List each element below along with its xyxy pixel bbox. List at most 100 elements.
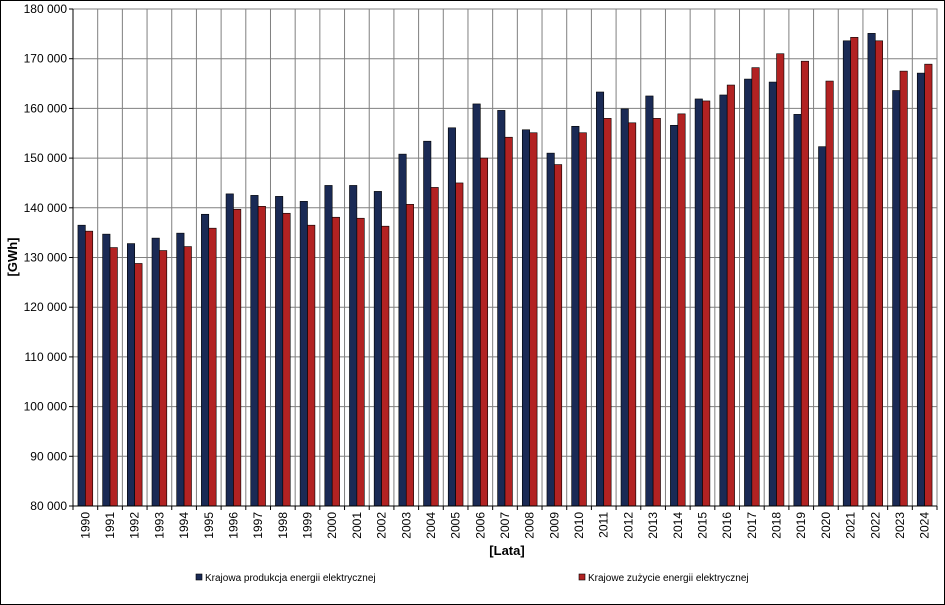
y-tick-label: 160 000 bbox=[24, 101, 68, 115]
bar-production bbox=[447, 127, 456, 507]
bar-production bbox=[620, 108, 629, 507]
bars bbox=[77, 33, 933, 507]
x-tick-label: 2008 bbox=[523, 512, 537, 539]
y-tick-label: 100 000 bbox=[24, 400, 68, 414]
x-tick-label: 2011 bbox=[597, 512, 611, 538]
x-tick-label: 2021 bbox=[844, 512, 858, 539]
bar-consumption bbox=[381, 225, 390, 507]
bar-consumption bbox=[455, 182, 464, 507]
x-tick-label: 2012 bbox=[621, 512, 635, 539]
x-tick-label: 1998 bbox=[276, 512, 290, 539]
bar-production bbox=[497, 110, 506, 507]
y-tick-label: 130 000 bbox=[24, 251, 68, 265]
bar-consumption bbox=[652, 118, 661, 507]
x-tick-label: 2009 bbox=[547, 512, 561, 539]
bar-consumption bbox=[702, 100, 711, 507]
x-tick-label: 2017 bbox=[745, 512, 759, 539]
y-tick-label: 90 000 bbox=[30, 449, 67, 463]
bar-production bbox=[571, 125, 580, 507]
legend: Krajowa produkcja energii elektrycznej Kr… bbox=[195, 573, 749, 584]
bar-consumption bbox=[331, 216, 340, 507]
x-tick-label: 1999 bbox=[301, 512, 315, 539]
bar-production bbox=[670, 124, 679, 507]
bar-consumption bbox=[924, 63, 933, 507]
y-tick-label: 170 000 bbox=[24, 52, 68, 66]
bar-consumption bbox=[159, 250, 168, 507]
bar-consumption bbox=[356, 217, 365, 507]
bar-consumption bbox=[578, 132, 587, 507]
bar-consumption bbox=[257, 206, 266, 507]
bar-consumption bbox=[430, 187, 439, 507]
bar-production bbox=[225, 193, 234, 507]
bar-consumption bbox=[726, 84, 735, 507]
bar-production bbox=[250, 195, 259, 507]
bar-production bbox=[719, 94, 728, 507]
bar-production bbox=[201, 213, 210, 507]
bar-consumption bbox=[183, 246, 192, 507]
x-tick-label: 1992 bbox=[128, 512, 142, 539]
x-axis-title: [Lata] bbox=[489, 543, 524, 558]
bar-production bbox=[768, 81, 777, 507]
bar-consumption bbox=[554, 164, 563, 507]
bar-production bbox=[398, 153, 407, 507]
bar-production bbox=[916, 72, 925, 507]
bar-production bbox=[77, 224, 86, 507]
x-tick-label: 2018 bbox=[770, 512, 784, 539]
bar-consumption bbox=[850, 37, 859, 507]
bar-production bbox=[645, 95, 654, 507]
x-tick-label: 2022 bbox=[868, 512, 882, 539]
bar-production bbox=[842, 40, 851, 507]
x-tick-label: 1996 bbox=[226, 512, 240, 539]
x-tick-label: 2000 bbox=[325, 512, 339, 539]
x-tick-label: 1994 bbox=[177, 512, 191, 539]
bar-production bbox=[818, 146, 827, 507]
bar-production bbox=[744, 78, 753, 507]
bar-consumption bbox=[405, 204, 414, 507]
bar-production bbox=[373, 191, 382, 507]
bar-production bbox=[349, 185, 358, 507]
x-tick-label: 1993 bbox=[152, 512, 166, 539]
bar-consumption bbox=[85, 230, 94, 507]
y-tick-label: 120 000 bbox=[24, 300, 68, 314]
x-tick-label: 2024 bbox=[918, 512, 932, 539]
bar-consumption bbox=[208, 227, 217, 507]
x-tick-label: 2005 bbox=[449, 512, 463, 539]
x-tick-label: 2023 bbox=[893, 512, 907, 539]
bar-production bbox=[324, 185, 333, 507]
bar-production bbox=[127, 243, 136, 507]
y-axis-title: [GWh] bbox=[5, 238, 20, 277]
bar-consumption bbox=[282, 212, 291, 507]
y-axis-ticks: 80 000 90 000 100 000 110 000 120 000 130 000… bbox=[24, 2, 73, 513]
x-tick-label: 2006 bbox=[473, 512, 487, 539]
x-tick-label: 2015 bbox=[695, 512, 709, 539]
x-tick-label: 1991 bbox=[103, 512, 117, 539]
x-tick-label: 2004 bbox=[424, 512, 438, 539]
bar-production bbox=[275, 196, 284, 507]
bar-production bbox=[892, 90, 901, 507]
bar-production bbox=[867, 33, 876, 507]
bar-production bbox=[472, 103, 481, 507]
legend-swatch-consumption bbox=[578, 573, 586, 581]
bar-production bbox=[176, 232, 185, 507]
x-tick-label: 2016 bbox=[720, 512, 734, 539]
bar-consumption bbox=[480, 157, 489, 507]
bar-production bbox=[546, 152, 555, 507]
x-tick-label: 2002 bbox=[375, 512, 389, 539]
bar-consumption bbox=[529, 132, 538, 507]
x-tick-label: 1995 bbox=[202, 512, 216, 539]
bar-consumption bbox=[603, 118, 612, 507]
y-tick-label: 110 000 bbox=[25, 350, 68, 364]
x-tick-label: 2010 bbox=[572, 512, 586, 539]
x-tick-label: 2020 bbox=[819, 512, 833, 539]
bar-production bbox=[793, 114, 802, 507]
bar-production bbox=[299, 201, 308, 507]
x-tick-label: 1990 bbox=[78, 512, 92, 539]
x-tick-label: 1997 bbox=[251, 512, 265, 539]
bar-consumption bbox=[825, 80, 834, 507]
bar-consumption bbox=[307, 224, 316, 507]
bar-production bbox=[521, 129, 530, 507]
bar-production bbox=[423, 140, 432, 507]
bar-production bbox=[151, 237, 160, 507]
